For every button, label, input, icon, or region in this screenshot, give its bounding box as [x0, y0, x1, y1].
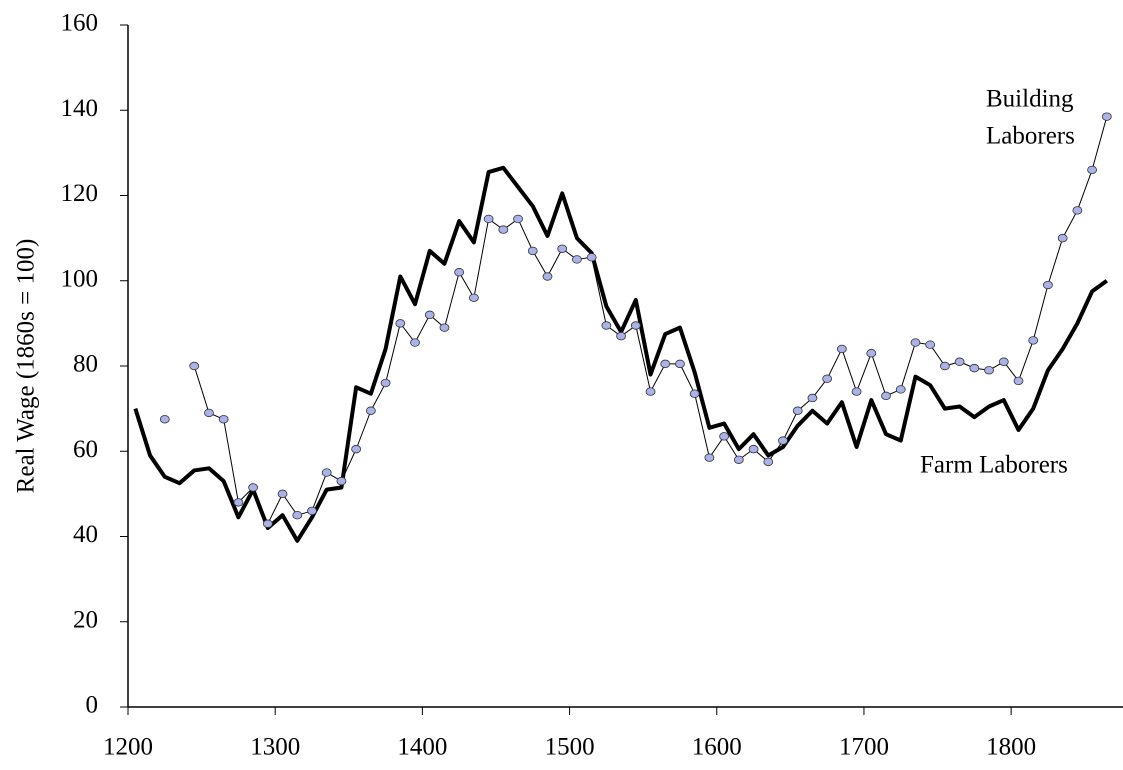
- marker: [1028, 336, 1039, 345]
- marker: [351, 444, 362, 454]
- marker: [704, 453, 715, 462]
- marker: [410, 338, 420, 347]
- marker: [159, 415, 170, 424]
- marker: [1057, 233, 1068, 243]
- annotation: Farm Laborers: [920, 452, 1068, 479]
- marker: [733, 455, 744, 464]
- y-tick-label: 100: [61, 265, 99, 292]
- marker: [763, 457, 774, 467]
- marker: [1072, 206, 1083, 215]
- marker: [660, 359, 671, 369]
- marker: [380, 378, 391, 388]
- x-tick-label: 1600: [692, 734, 742, 761]
- y-tick-label: 20: [73, 606, 98, 633]
- y-tick-label: 120: [61, 180, 99, 207]
- marker: [1101, 112, 1112, 121]
- marker: [807, 393, 818, 403]
- marker: [248, 483, 259, 492]
- marker: [866, 349, 877, 358]
- y-tick-label: 160: [61, 10, 99, 37]
- marker: [778, 436, 788, 445]
- marker: [984, 366, 994, 375]
- marker: [1013, 376, 1024, 386]
- marker: [572, 255, 582, 264]
- x-tick-label: 1300: [250, 734, 300, 761]
- marker: [262, 519, 273, 528]
- marker: [483, 214, 494, 224]
- marker: [940, 361, 950, 371]
- marker: [910, 338, 921, 347]
- marker: [557, 244, 568, 253]
- marker: [998, 357, 1009, 366]
- marker: [719, 432, 730, 441]
- marker: [586, 253, 597, 262]
- marker: [616, 331, 626, 341]
- marker: [675, 359, 685, 369]
- marker: [321, 468, 332, 477]
- marker: [630, 321, 641, 330]
- marker: [601, 321, 612, 330]
- x-tick-label: 1700: [839, 734, 889, 761]
- marker: [851, 387, 862, 396]
- marker: [645, 387, 656, 396]
- marker: [689, 389, 700, 398]
- y-tick-label: 140: [61, 95, 99, 122]
- marker: [792, 406, 803, 415]
- marker: [189, 361, 200, 371]
- marker: [307, 506, 317, 516]
- marker: [925, 340, 936, 349]
- marker: [468, 293, 479, 302]
- marker: [881, 391, 891, 401]
- marker: [1043, 280, 1053, 290]
- marker: [498, 225, 509, 234]
- marker: [748, 444, 759, 454]
- marker: [1087, 165, 1097, 175]
- x-tick-label: 1200: [103, 734, 153, 761]
- marker: [969, 363, 980, 373]
- marker: [233, 498, 244, 507]
- marker: [424, 310, 435, 320]
- marker: [895, 385, 906, 394]
- y-tick-label: 80: [73, 351, 98, 378]
- y-tick-label: 40: [73, 521, 98, 548]
- marker: [292, 510, 303, 520]
- annotation: Laborers: [986, 123, 1075, 150]
- x-tick-label: 1800: [986, 734, 1036, 761]
- marker: [513, 214, 523, 224]
- marker: [836, 344, 847, 354]
- marker: [218, 415, 229, 424]
- marker: [542, 272, 553, 281]
- marker: [822, 374, 833, 383]
- marker: [454, 268, 465, 277]
- marker: [954, 357, 965, 366]
- marker: [527, 246, 538, 256]
- x-tick-label: 1500: [545, 734, 595, 761]
- y-axis-label: Real Wage (1860s = 100): [13, 239, 40, 494]
- marker: [336, 476, 347, 486]
- marker: [204, 408, 214, 418]
- series-line: [133, 165, 1108, 543]
- marker: [395, 319, 406, 328]
- marker: [277, 489, 288, 499]
- y-tick-label: 0: [86, 692, 99, 719]
- annotation: Building: [986, 86, 1074, 113]
- marker: [439, 323, 450, 332]
- y-tick-label: 60: [73, 436, 98, 463]
- marker: [365, 406, 376, 415]
- x-tick-label: 1400: [397, 734, 447, 761]
